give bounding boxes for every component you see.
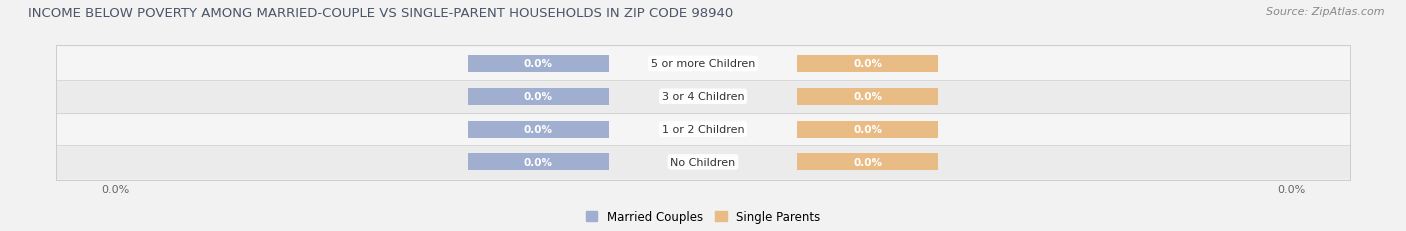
Bar <box>468 88 609 105</box>
Text: 0.0%: 0.0% <box>524 125 553 134</box>
Bar <box>56 113 1350 146</box>
Text: 0.0%: 0.0% <box>524 59 553 69</box>
Text: 0.0%: 0.0% <box>853 59 882 69</box>
Text: 0.0%: 0.0% <box>524 92 553 102</box>
Text: 0.0%: 0.0% <box>853 125 882 134</box>
Bar <box>56 146 1350 179</box>
Legend: Married Couples, Single Parents: Married Couples, Single Parents <box>583 207 823 225</box>
Bar <box>468 154 609 171</box>
Text: No Children: No Children <box>671 157 735 167</box>
Text: 1 or 2 Children: 1 or 2 Children <box>662 125 744 134</box>
Text: INCOME BELOW POVERTY AMONG MARRIED-COUPLE VS SINGLE-PARENT HOUSEHOLDS IN ZIP COD: INCOME BELOW POVERTY AMONG MARRIED-COUPL… <box>28 7 734 20</box>
Bar <box>797 154 938 171</box>
Bar <box>468 121 609 138</box>
Bar <box>468 56 609 73</box>
Text: 0.0%: 0.0% <box>853 92 882 102</box>
Text: 0.0%: 0.0% <box>524 157 553 167</box>
Text: 5 or more Children: 5 or more Children <box>651 59 755 69</box>
Bar <box>797 88 938 105</box>
Bar <box>56 48 1350 81</box>
Bar <box>797 56 938 73</box>
Bar <box>797 121 938 138</box>
Text: 3 or 4 Children: 3 or 4 Children <box>662 92 744 102</box>
Bar <box>56 81 1350 113</box>
Text: 0.0%: 0.0% <box>853 157 882 167</box>
Text: Source: ZipAtlas.com: Source: ZipAtlas.com <box>1267 7 1385 17</box>
